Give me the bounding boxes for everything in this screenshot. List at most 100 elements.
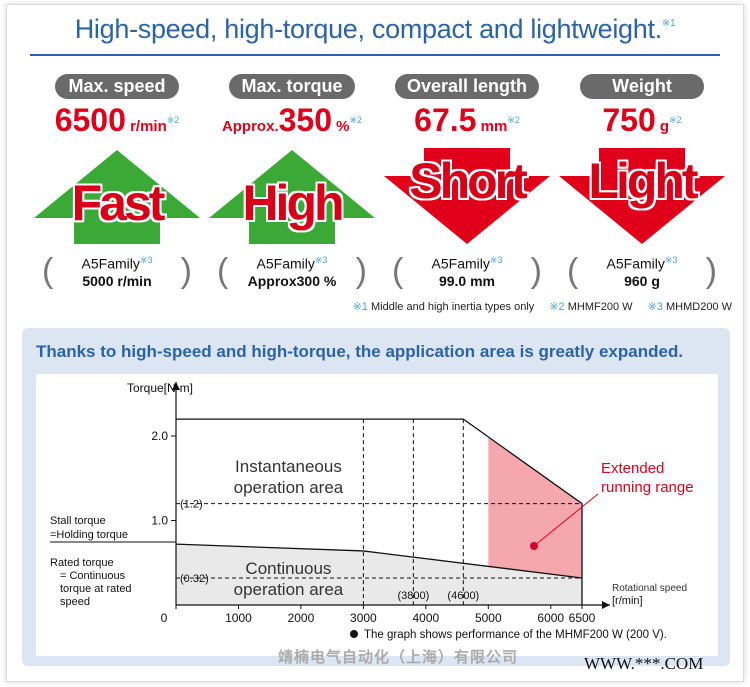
spec-note-mark: ※2 (669, 115, 682, 125)
note-mark: ※1 (352, 301, 368, 313)
prev-family: A5Family (256, 255, 315, 272)
continuous-area-label: operation area (234, 580, 344, 599)
chart-plot-area (36, 374, 718, 656)
x-tick-label: 0 (161, 611, 168, 625)
extended-range-label: Extended (601, 460, 664, 477)
prev-value: 960 g (624, 272, 660, 289)
spec-unit: r/min (130, 118, 167, 135)
stall-torque-label: Stall torque (50, 515, 106, 527)
x-tick-label: 3000 (350, 611, 377, 625)
note-text: MHMF200 W (567, 301, 633, 313)
headline: High-speed, high-torque, compact and lig… (0, 14, 750, 45)
chart-footnote: The graph shows performance of the MHMF2… (364, 629, 667, 641)
x-tick-label: 6500 (569, 611, 596, 625)
x-tick-label: 2000 (288, 611, 315, 625)
down-arrow-icon: Light (557, 146, 727, 246)
watermark-company: 靖楠电气自动化（上海）有限公司 (278, 649, 519, 666)
note-mark: ※2 (549, 301, 565, 313)
prev-note-mark: ※3 (139, 255, 153, 265)
note-mark: ※3 (647, 301, 663, 313)
prev-note-mark: ※3 (489, 255, 503, 265)
spec-value-line: 750 g※2 (557, 103, 727, 144)
y-tick-label: 1.0 (151, 514, 168, 528)
watermark-site: WWW.***.COM (584, 654, 704, 673)
x-tick-label: 5000 (475, 611, 502, 625)
extended-range-label: running range (601, 479, 694, 496)
spec-max-speed: Max. speed 6500 r/min※2 Fast () A5Family… (32, 74, 202, 290)
extended-range-area (488, 436, 582, 605)
previous-model: () A5Family※3 960 g (557, 252, 727, 290)
y-axis-arrow (172, 382, 180, 390)
spec-value-line: 67.5 mm※2 (382, 103, 552, 144)
rated-torque-label: = Continuous (60, 570, 126, 582)
continuous-area-label: Continuous (245, 559, 331, 578)
down-arrow-icon: Short (382, 146, 552, 246)
rated-torque-label: torque at rated (60, 583, 132, 595)
spec-label: Overall length (394, 74, 540, 99)
x-axis-unit: [r/min] (612, 595, 643, 607)
marked-x-label: (4600) (447, 590, 479, 602)
prev-family: A5Family (81, 255, 140, 272)
spec-value: 750 (602, 102, 656, 138)
rated-torque-label: speed (60, 596, 90, 608)
rated-torque-label: Rated torque (50, 557, 114, 569)
spec-weight: Weight 750 g※2 Light () A5Family※3 960 g (557, 74, 727, 290)
footnotes: ※1 Middle and high inertia types only ※2… (341, 300, 732, 313)
spec-unit: g (659, 118, 670, 135)
prev-note-mark: ※3 (314, 255, 328, 265)
prev-value: 5000 r/min (82, 272, 152, 289)
continuous-boundary-line (175, 543, 583, 579)
y-tick-label: 2.0 (151, 429, 168, 443)
x-tick-label: 4000 (412, 611, 439, 625)
spec-label: Weight (580, 74, 704, 99)
spec-prefix: Approx. (221, 118, 279, 135)
up-arrow-icon: High (207, 146, 377, 246)
note-text: Middle and high inertia types only (371, 301, 535, 313)
previous-model: () A5Family※3 5000 r/min (32, 252, 202, 290)
prev-note-mark: ※3 (664, 255, 678, 265)
prev-value: 99.0 mm (438, 272, 496, 289)
headline-text: High-speed, high-torque, compact and lig… (74, 14, 662, 44)
headline-note-mark: ※1 (661, 18, 676, 29)
arrow-word: High (242, 175, 344, 231)
extended-marker-dot (530, 542, 538, 550)
footnote-bullet (350, 630, 358, 638)
previous-model: () A5Family※3 99.0 mm (382, 252, 552, 290)
spec-unit: mm (480, 118, 508, 135)
x-axis-arrow (602, 601, 610, 609)
spec-overall-length: Overall length 67.5 mm※2 Short () A5Fami… (382, 74, 552, 290)
marked-x-label: (3800) (397, 590, 429, 602)
prev-value: Approx300 % (247, 272, 337, 289)
marked-y-label: (0.32) (180, 573, 209, 585)
note-text: MHMD200 W (665, 301, 732, 313)
spec-value-line: Approx.350 %※2 (207, 103, 377, 144)
spec-note-mark: ※2 (166, 115, 180, 125)
arrow-word: Light (588, 153, 698, 209)
x-tick-label: 6000 (537, 611, 564, 625)
continuous-operation-area (176, 544, 582, 605)
prev-family: A5Family (606, 255, 665, 272)
up-arrow-icon: Fast (32, 146, 202, 246)
arrow-word: Fast (71, 175, 166, 231)
spec-value: 350 (278, 102, 332, 138)
stall-torque-label: =Holding torque (50, 529, 128, 541)
previous-model: () A5Family※3 Approx300 % (207, 252, 377, 290)
panel-title: Thanks to high-speed and high-torque, th… (36, 342, 684, 361)
arrow-word: Short (409, 153, 528, 209)
x-axis-label: Rotational speed (612, 583, 687, 594)
spec-note-mark: ※2 (507, 115, 520, 125)
spec-note-mark: ※2 (349, 115, 363, 125)
spec-unit: % (336, 118, 350, 135)
x-tick-label: 1000 (225, 611, 252, 625)
marked-y-label: (1.2) (180, 499, 203, 511)
prev-family: A5Family (431, 255, 490, 272)
spec-max-torque: Max. torque Approx.350 %※2 High () A5Fam… (207, 74, 377, 290)
spec-value: 6500 (54, 102, 126, 138)
spec-value-line: 6500 r/min※2 (32, 103, 202, 144)
instantaneous-area-label: operation area (234, 478, 344, 497)
spec-label: Max. speed (55, 74, 179, 99)
spec-label: Max. torque (229, 74, 355, 99)
instantaneous-boundary-line (176, 418, 583, 605)
y-axis-label: Torque[N·m] (127, 381, 193, 395)
